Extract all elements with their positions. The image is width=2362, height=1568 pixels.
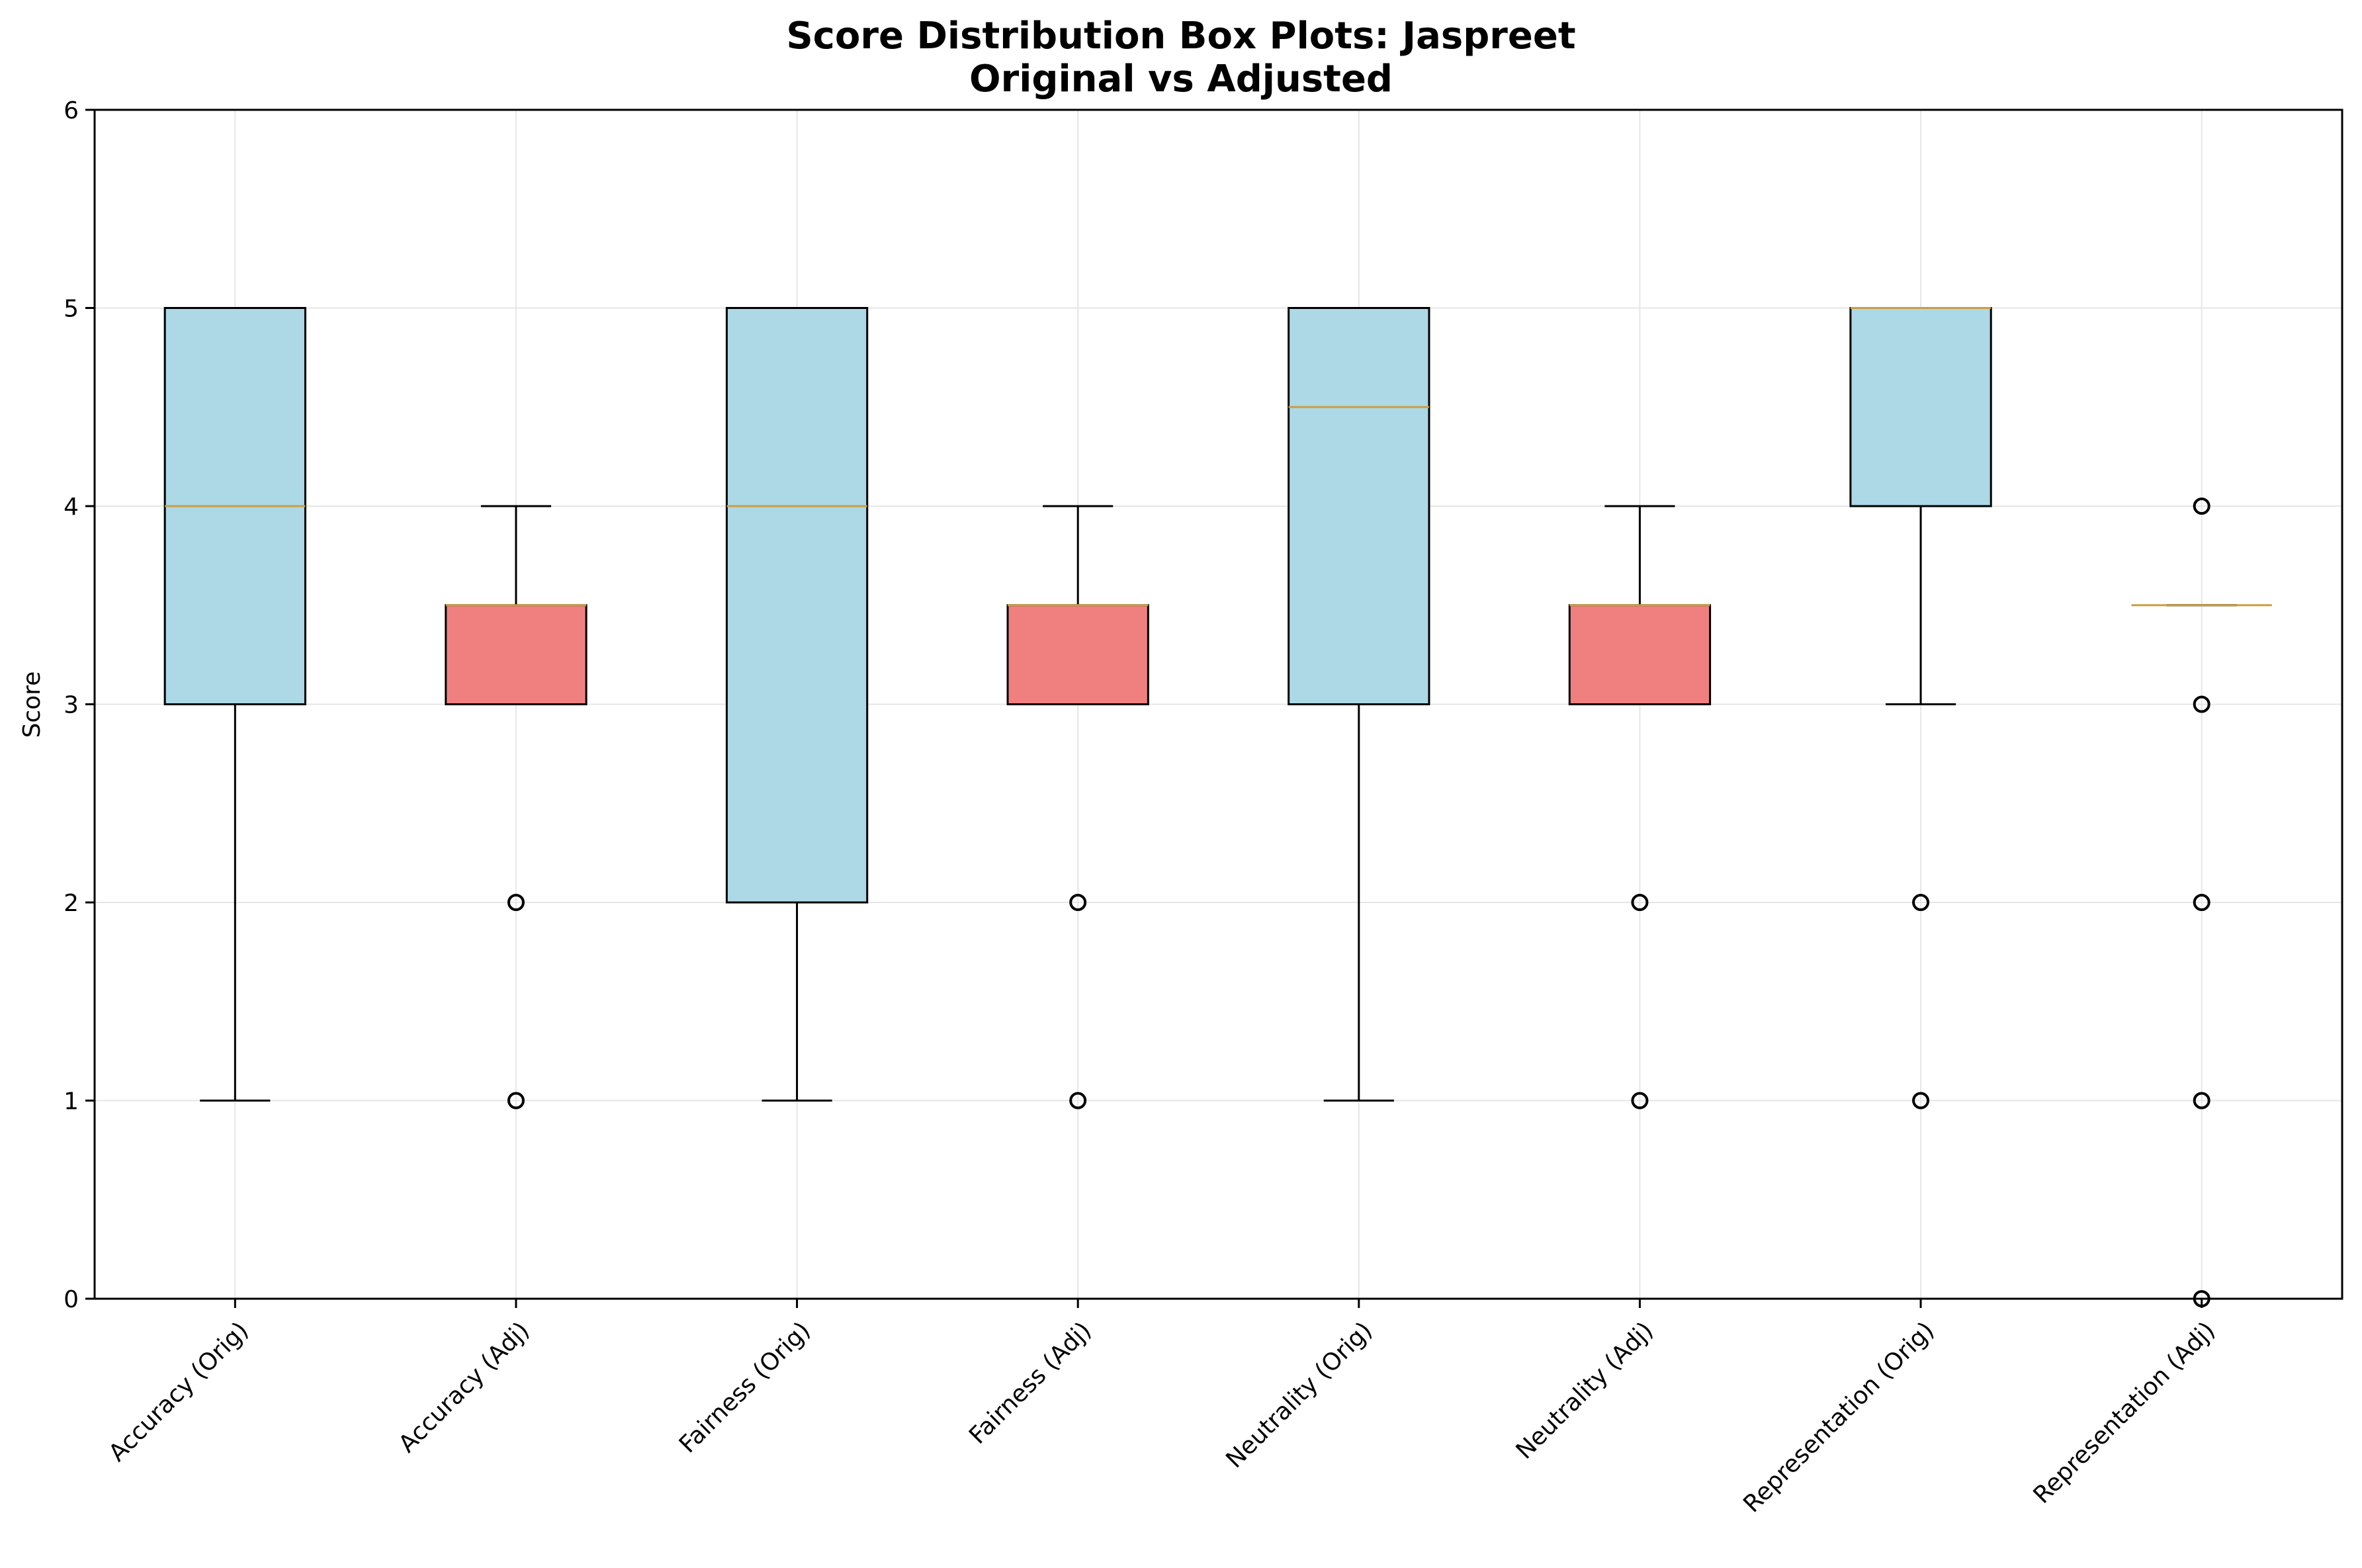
box-body — [1568, 604, 1712, 705]
y-axis-label: Score — [19, 672, 46, 738]
outlier-point — [1069, 1092, 1087, 1110]
y-tick-label: 2 — [64, 890, 79, 917]
grid-layer — [95, 109, 2342, 1299]
outlier-point — [1912, 1092, 1930, 1110]
plot-layer — [163, 307, 2272, 1307]
outlier-point — [1631, 1092, 1649, 1110]
outlier-point — [2193, 695, 2210, 713]
box-3 — [725, 307, 869, 1102]
box-body — [1849, 307, 1992, 507]
box-1 — [163, 307, 306, 1102]
chart-subtitle: Original vs Adjusted — [969, 58, 1393, 101]
outlier-point — [507, 894, 525, 911]
x-tick-label: Fairness (Orig) — [674, 1317, 816, 1458]
x-tick-label: Representation (Orig) — [1738, 1317, 1939, 1518]
box-body — [445, 604, 588, 705]
box-4 — [1006, 505, 1149, 1110]
x-tick-label: Accuracy (Adj) — [394, 1317, 535, 1458]
x-tick-label: Representation (Adj) — [2029, 1317, 2220, 1508]
x-tick-label: Neutrality (Orig) — [1221, 1317, 1378, 1473]
box-6 — [1568, 505, 1712, 1110]
outlier-point — [2193, 894, 2210, 911]
axis-layer: 0 1 2 3 4 5 6 Accuracy (Orig) Accuracy (Adj) Fair… — [64, 97, 2343, 1518]
y-tick-label: 6 — [64, 97, 79, 124]
outlier-point — [2193, 1092, 2210, 1110]
y-tick-label: 1 — [64, 1088, 79, 1115]
y-tick-label: 4 — [64, 494, 79, 521]
box-body — [1006, 604, 1149, 705]
outlier-point — [507, 1092, 525, 1110]
outlier-point — [1069, 894, 1087, 911]
box-5 — [1288, 307, 1430, 1102]
y-tick-label: 0 — [64, 1286, 79, 1313]
box-7 — [1849, 307, 1992, 1110]
outlier-point — [2193, 498, 2210, 515]
chart-title: Score Distribution Box Plots: Jaspreet — [786, 15, 1575, 58]
y-tick-label: 5 — [64, 296, 79, 323]
outlier-point — [1631, 894, 1649, 911]
outlier-point — [1912, 894, 1930, 911]
x-tick-label: Neutrality (Adj) — [1511, 1317, 1659, 1464]
box-2 — [445, 505, 588, 1110]
box-body — [725, 307, 869, 904]
y-tick-label: 3 — [64, 692, 79, 719]
x-tick-label: Accuracy (Orig) — [104, 1317, 254, 1467]
box-body — [1288, 307, 1430, 705]
x-tick-label: Fairness (Adj) — [964, 1317, 1096, 1449]
